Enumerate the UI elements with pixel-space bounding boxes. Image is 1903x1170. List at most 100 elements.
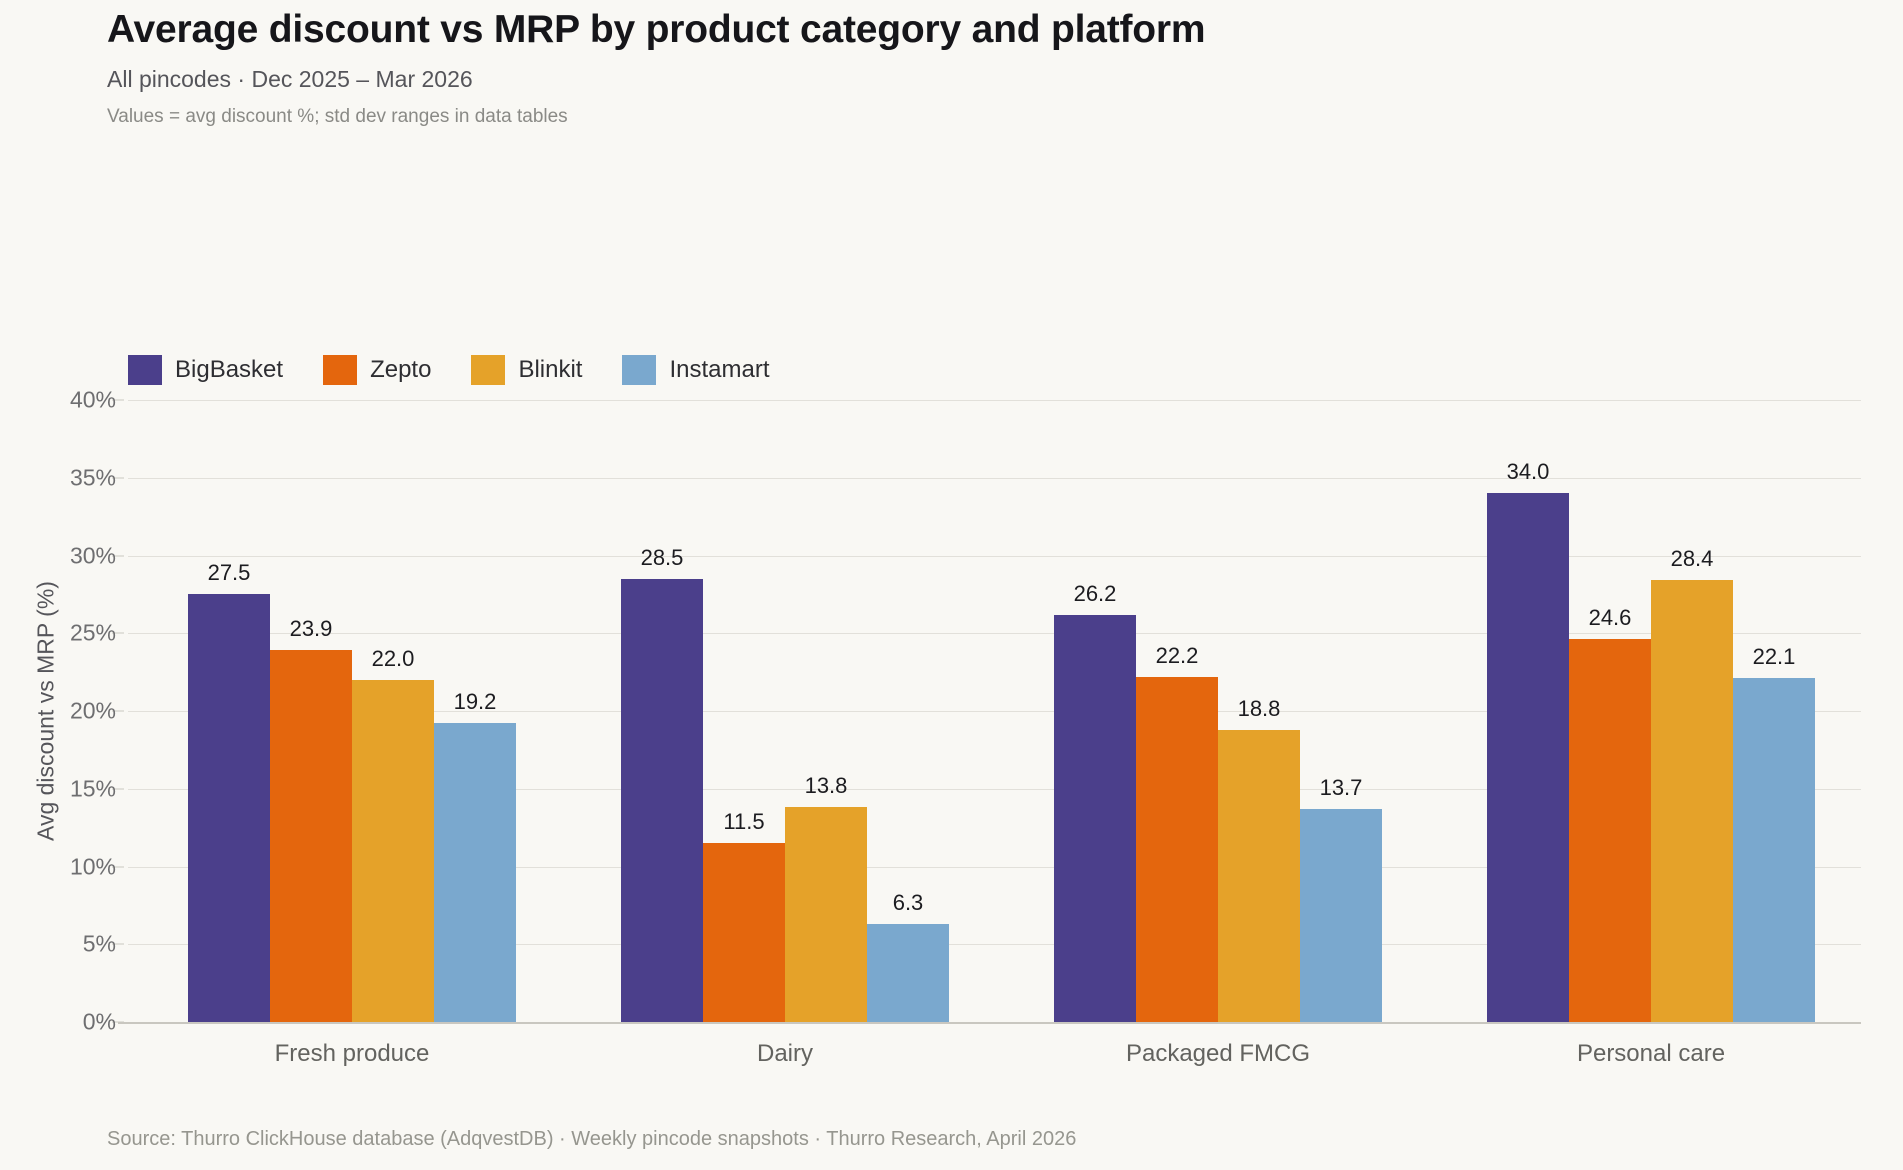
gridline bbox=[128, 633, 1861, 635]
bar-rect[interactable] bbox=[188, 594, 270, 1022]
bar-blinkit-fresh-produce[interactable]: 22.0 bbox=[352, 400, 434, 1022]
bar-value-label: 22.0 bbox=[371, 645, 415, 671]
category-label: Packaged FMCG bbox=[1125, 1040, 1311, 1067]
y-tick-label: 20% bbox=[69, 697, 116, 724]
bar-instamart-dairy[interactable]: 6.3 bbox=[867, 400, 949, 1022]
x-axis-line bbox=[118, 1022, 1861, 1024]
bar-group-packaged-fmcg: 26.2 22.2 18.8 13.7 bbox=[1054, 400, 1382, 1022]
legend-item-blinkit[interactable]: Blinkit bbox=[471, 355, 582, 385]
bar-rect[interactable] bbox=[621, 578, 703, 1022]
gridline bbox=[128, 788, 1861, 790]
plot-area: 0% 5% 10% 15% 20% 25% 30% 35% 40% Avg discount v… bbox=[33, 387, 1861, 1067]
bar-zepto-fresh-produce[interactable]: 23.9 bbox=[270, 400, 352, 1022]
bar-zepto-dairy[interactable]: 11.5 bbox=[703, 400, 785, 1022]
legend-swatch-icon bbox=[622, 355, 657, 385]
legend-item-label: BigBasket bbox=[175, 356, 284, 383]
bar-rect[interactable] bbox=[270, 650, 352, 1022]
bar-blinkit-dairy[interactable]: 13.8 bbox=[785, 400, 867, 1022]
y-tick-mark bbox=[112, 632, 124, 634]
bar-rect[interactable] bbox=[352, 679, 434, 1022]
bar-rect[interactable] bbox=[1300, 808, 1382, 1022]
bar-bigbasket-fresh-produce[interactable]: 27.5 bbox=[188, 400, 270, 1022]
bar-value-label: 11.5 bbox=[723, 809, 765, 835]
bar-rect[interactable] bbox=[1569, 639, 1651, 1022]
bar-value-label: 18.8 bbox=[1237, 695, 1281, 721]
y-tick-label: 0% bbox=[82, 1008, 116, 1035]
bar-value-label: 28.4 bbox=[1670, 546, 1714, 572]
y-tick-label: 35% bbox=[69, 464, 116, 491]
y-tick-mark bbox=[112, 788, 124, 790]
chart-header: Average discount vs MRP by product categ… bbox=[107, 8, 1807, 128]
bar-value-label: 34.0 bbox=[1506, 459, 1550, 485]
y-tick-mark bbox=[112, 555, 124, 556]
chart-note: Values = avg discount %; std dev ranges … bbox=[107, 106, 568, 128]
gridline bbox=[128, 944, 1861, 946]
bar-value-label: 26.2 bbox=[1073, 580, 1117, 606]
legend-swatch-icon bbox=[471, 355, 506, 385]
category-label: Fresh produce bbox=[274, 1040, 430, 1067]
bar-blinkit-packaged-fmcg[interactable]: 18.8 bbox=[1218, 400, 1300, 1022]
y-tick-mark bbox=[112, 710, 124, 712]
legend-item-instamart[interactable]: Instamart bbox=[622, 355, 770, 385]
bar-rect[interactable] bbox=[434, 723, 516, 1022]
category-label: Dairy bbox=[756, 1040, 814, 1067]
y-tick-mark bbox=[112, 399, 124, 401]
y-tick-label: 15% bbox=[69, 775, 116, 802]
y-tick-label: 25% bbox=[69, 619, 116, 646]
gridline bbox=[128, 866, 1861, 868]
bar-rect[interactable] bbox=[1487, 493, 1569, 1022]
bar-rect[interactable] bbox=[1651, 580, 1733, 1022]
gridline bbox=[128, 711, 1861, 712]
bar-rect[interactable] bbox=[1733, 678, 1815, 1022]
gridline bbox=[128, 477, 1861, 479]
bar-value-label: 19.2 bbox=[453, 689, 497, 715]
bar-instamart-packaged-fmcg[interactable]: 13.7 bbox=[1300, 400, 1382, 1022]
y-tick-label: 30% bbox=[69, 542, 116, 568]
bar-instamart-personal-care[interactable]: 22.1 bbox=[1733, 400, 1815, 1022]
bar-zepto-packaged-fmcg[interactable]: 22.2 bbox=[1136, 400, 1218, 1022]
bar-value-label: 24.6 bbox=[1588, 605, 1632, 631]
bar-rect[interactable] bbox=[785, 807, 867, 1022]
y-tick-label: 10% bbox=[69, 853, 116, 879]
bar-bigbasket-dairy[interactable]: 28.5 bbox=[621, 400, 703, 1022]
bar-zepto-personal-care[interactable]: 24.6 bbox=[1569, 400, 1651, 1022]
y-tick-mark bbox=[112, 943, 124, 945]
legend-item-label: Blinkit bbox=[518, 356, 583, 383]
bar-value-label: 22.1 bbox=[1752, 644, 1796, 670]
chart-subtitle: All pincodes · Dec 2025 – Mar 2026 bbox=[107, 65, 473, 92]
bar-value-label: 28.5 bbox=[640, 544, 684, 570]
bar-rect[interactable] bbox=[1218, 729, 1300, 1022]
bar-rect[interactable] bbox=[867, 924, 949, 1022]
legend-item-label: Instamart bbox=[669, 356, 770, 383]
legend-item-label: Zepto bbox=[370, 356, 432, 383]
bar-rect[interactable] bbox=[1054, 614, 1136, 1022]
legend-item-zepto[interactable]: Zepto bbox=[323, 355, 431, 385]
bar-rect[interactable] bbox=[703, 843, 785, 1022]
page-title: Average discount vs MRP by product categ… bbox=[107, 8, 1206, 51]
legend-item-bigbasket[interactable]: BigBasket bbox=[128, 355, 283, 385]
y-tick-mark bbox=[112, 477, 124, 479]
bar-group-personal-care: 34.0 24.6 28.4 22.1 bbox=[1487, 400, 1815, 1022]
legend-swatch-icon bbox=[323, 355, 358, 385]
y-tick-label: 40% bbox=[69, 386, 116, 413]
gridline bbox=[128, 400, 1861, 401]
y-axis-label: Avg discount vs MRP (%) bbox=[32, 581, 59, 841]
chart-legend: BigBasket Zepto Blinkit Instamart bbox=[128, 355, 810, 385]
bar-bigbasket-packaged-fmcg[interactable]: 26.2 bbox=[1054, 400, 1136, 1022]
gridline bbox=[128, 555, 1861, 557]
bar-value-label: 13.7 bbox=[1319, 774, 1363, 800]
bar-bigbasket-personal-care[interactable]: 34.0 bbox=[1487, 400, 1569, 1022]
bar-group-fresh-produce: 27.5 23.9 22.0 19.2 bbox=[188, 400, 516, 1022]
y-tick-mark bbox=[112, 866, 124, 867]
legend-swatch-icon bbox=[128, 355, 162, 385]
bar-value-label: 23.9 bbox=[289, 616, 333, 642]
category-label: Personal care bbox=[1576, 1040, 1726, 1067]
bar-value-label: 6.3 bbox=[892, 890, 924, 916]
bar-value-label: 27.5 bbox=[207, 560, 251, 586]
bar-group-dairy: 28.5 11.5 13.8 6.3 bbox=[621, 400, 949, 1022]
bar-rect[interactable] bbox=[1136, 676, 1218, 1022]
bar-value-label: 13.8 bbox=[804, 773, 848, 799]
bar-instamart-fresh-produce[interactable]: 19.2 bbox=[434, 400, 516, 1022]
bar-blinkit-personal-care[interactable]: 28.4 bbox=[1651, 400, 1733, 1022]
bar-value-label: 22.2 bbox=[1155, 642, 1199, 668]
